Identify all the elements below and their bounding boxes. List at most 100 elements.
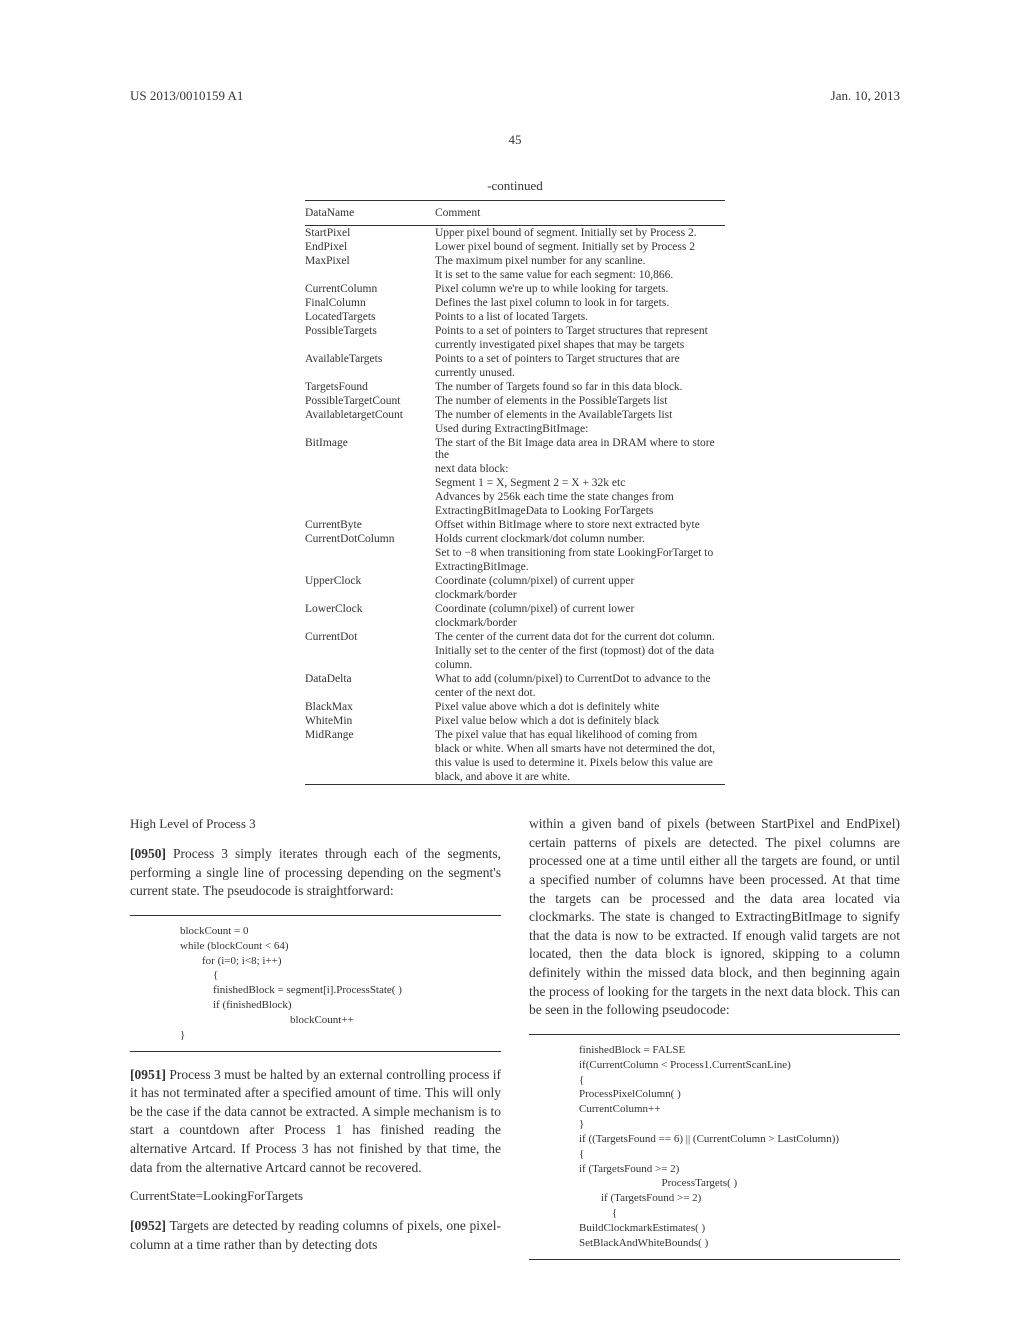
cell-dataname [305, 742, 435, 756]
table-continued-label: -continued [305, 178, 725, 194]
left-column: High Level of Process 3 [0950] Process 3… [130, 815, 501, 1274]
table-row: clockmark/border [305, 588, 725, 602]
cell-comment: Coordinate (column/pixel) of current upp… [435, 574, 725, 588]
cell-dataname: CurrentDot [305, 630, 435, 644]
code-block-2: finishedBlock = FALSE if(CurrentColumn <… [529, 1034, 900, 1260]
page-number: 45 [130, 132, 900, 148]
table-row: clockmark/border [305, 616, 725, 630]
pub-number: US 2013/0010159 A1 [130, 88, 243, 104]
cell-dataname [305, 462, 435, 476]
cell-comment: Used during ExtractingBitImage: [435, 422, 725, 436]
para-text-0950: Process 3 simply iterates through each o… [130, 846, 501, 898]
table-row: AvailableTargetsPoints to a set of point… [305, 352, 725, 366]
table-row: UpperClockCoordinate (column/pixel) of c… [305, 574, 725, 588]
table-row: AvailabletargetCountThe number of elemen… [305, 408, 725, 422]
cell-comment: clockmark/border [435, 616, 725, 630]
cell-dataname [305, 756, 435, 770]
cell-comment: Set to −8 when transitioning from state … [435, 546, 725, 560]
para-num-0950: [0950] [130, 846, 166, 861]
table-row: EndPixelLower pixel bound of segment. In… [305, 240, 725, 254]
cell-comment: The maximum pixel number for any scanlin… [435, 254, 725, 268]
paragraph-0950: [0950] Process 3 simply iterates through… [130, 845, 501, 901]
th-dataname: DataName [305, 201, 435, 226]
table-row: Segment 1 = X, Segment 2 = X + 32k etc [305, 476, 725, 490]
cell-dataname [305, 422, 435, 436]
table-row: ExtractingBitImage. [305, 560, 725, 574]
cell-dataname: CurrentDotColumn [305, 532, 435, 546]
cell-comment: Segment 1 = X, Segment 2 = X + 32k etc [435, 476, 725, 490]
table-row: CurrentByteOffset within BitImage where … [305, 518, 725, 532]
heading-currentstate: CurrentState=LookingForTargets [130, 1187, 501, 1205]
right-column: within a given band of pixels (between S… [529, 815, 900, 1274]
table-row: LocatedTargetsPoints to a list of locate… [305, 310, 725, 324]
cell-dataname: EndPixel [305, 240, 435, 254]
cell-dataname [305, 338, 435, 352]
cell-comment: The center of the current data dot for t… [435, 630, 725, 644]
table-row: Used during ExtractingBitImage: [305, 422, 725, 436]
para-num-0952: [0952] [130, 1218, 166, 1233]
cell-dataname [305, 560, 435, 574]
code-block-1: blockCount = 0 while (blockCount < 64) f… [130, 915, 501, 1052]
cell-dataname: CurrentByte [305, 518, 435, 532]
table-row: PossibleTargetsPoints to a set of pointe… [305, 324, 725, 338]
cell-comment: The number of elements in the AvailableT… [435, 408, 725, 422]
cell-comment: Points to a set of pointers to Target st… [435, 352, 725, 366]
cell-dataname: FinalColumn [305, 296, 435, 310]
table-row: this value is used to determine it. Pixe… [305, 756, 725, 770]
cell-comment: black, and above it are white. [435, 770, 725, 785]
table-row: center of the next dot. [305, 686, 725, 700]
table-row: It is set to the same value for each seg… [305, 268, 725, 282]
cell-comment: Offset within BitImage where to store ne… [435, 518, 725, 532]
cell-comment: What to add (column/pixel) to CurrentDot… [435, 672, 725, 686]
cell-comment: ExtractingBitImage. [435, 560, 725, 574]
para-text-0952: Targets are detected by reading columns … [130, 1218, 501, 1252]
table-row: black or white. When all smarts have not… [305, 742, 725, 756]
cell-comment: next data block: [435, 462, 725, 476]
table-row: MidRangeThe pixel value that has equal l… [305, 728, 725, 742]
paragraph-0951: [0951] Process 3 must be halted by an ex… [130, 1066, 501, 1178]
table-row: CurrentColumnPixel column we're up to wh… [305, 282, 725, 296]
cell-comment: Upper pixel bound of segment. Initially … [435, 226, 725, 241]
heading-highlevel: High Level of Process 3 [130, 815, 501, 833]
paragraph-0952: [0952] Targets are detected by reading c… [130, 1217, 501, 1254]
cell-dataname: LocatedTargets [305, 310, 435, 324]
table-row: ExtractingBitImageData to Looking ForTar… [305, 504, 725, 518]
cell-dataname: UpperClock [305, 574, 435, 588]
cell-dataname [305, 476, 435, 490]
table-row: CurrentDotColumnHolds current clockmark/… [305, 532, 725, 546]
paragraph-right-cont: within a given band of pixels (between S… [529, 815, 900, 1020]
cell-comment: Pixel value above which a dot is definit… [435, 700, 725, 714]
cell-comment: The number of Targets found so far in th… [435, 380, 725, 394]
cell-comment: black or white. When all smarts have not… [435, 742, 725, 756]
table-body: StartPixelUpper pixel bound of segment. … [305, 226, 725, 785]
cell-dataname: CurrentColumn [305, 282, 435, 296]
table-row: TargetsFoundThe number of Targets found … [305, 380, 725, 394]
table-row: FinalColumnDefines the last pixel column… [305, 296, 725, 310]
table-row: CurrentDotThe center of the current data… [305, 630, 725, 644]
para-text-0951: Process 3 must be halted by an external … [130, 1067, 501, 1175]
data-table-wrapper: -continued DataName Comment StartPixelUp… [305, 178, 725, 785]
cell-dataname [305, 504, 435, 518]
cell-dataname [305, 588, 435, 602]
cell-comment: currently investigated pixel shapes that… [435, 338, 725, 352]
cell-comment: center of the next dot. [435, 686, 725, 700]
cell-comment: Defines the last pixel column to look in… [435, 296, 725, 310]
table-row: BitImageThe start of the Bit Image data … [305, 436, 725, 462]
cell-dataname: StartPixel [305, 226, 435, 241]
cell-comment: Advances by 256k each time the state cha… [435, 490, 725, 504]
cell-comment: Lower pixel bound of segment. Initially … [435, 240, 725, 254]
cell-dataname: PossibleTargets [305, 324, 435, 338]
cell-dataname [305, 644, 435, 658]
cell-dataname: BitImage [305, 436, 435, 462]
cell-comment: It is set to the same value for each seg… [435, 268, 725, 282]
cell-comment: The number of elements in the PossibleTa… [435, 394, 725, 408]
cell-dataname [305, 616, 435, 630]
table-row: currently unused. [305, 366, 725, 380]
table-row: Advances by 256k each time the state cha… [305, 490, 725, 504]
cell-dataname [305, 686, 435, 700]
table-row: MaxPixelThe maximum pixel number for any… [305, 254, 725, 268]
cell-dataname: TargetsFound [305, 380, 435, 394]
table-row: column. [305, 658, 725, 672]
page-header: US 2013/0010159 A1 Jan. 10, 2013 [130, 88, 900, 104]
table-row: next data block: [305, 462, 725, 476]
